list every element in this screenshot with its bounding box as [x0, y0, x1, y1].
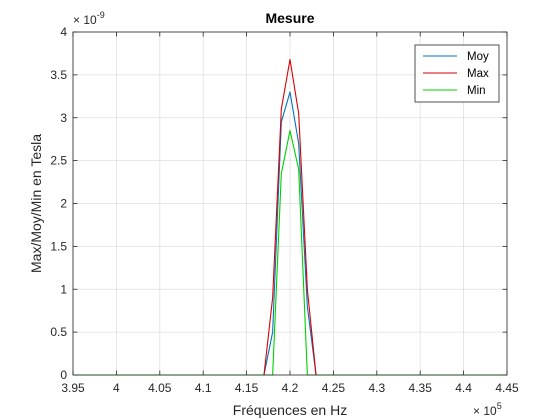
y-tick-label: 0 [60, 368, 67, 382]
legend: Moy Max Min [414, 44, 500, 103]
y-tick-label: 2.5 [50, 154, 67, 168]
y-tick-label: 4 [60, 25, 67, 39]
x-tick-label: 4.45 [495, 381, 519, 395]
y-exponent-base: × 10 [73, 13, 97, 27]
x-tick-label: 4.25 [322, 381, 346, 395]
legend-label-max: Max [467, 68, 489, 80]
legend-label-moy: Moy [467, 51, 489, 63]
y-axis-exponent: × 10-9 [73, 10, 105, 27]
x-tick-label: 4.15 [235, 381, 259, 395]
x-axis-exponent: × 105 [473, 401, 502, 418]
x-exponent-power: 5 [497, 401, 502, 411]
x-tick-label: 4.4 [455, 381, 472, 395]
x-tick-label: 4.05 [148, 381, 172, 395]
series-line-moy [73, 91, 507, 376]
legend-label-min: Min [467, 85, 486, 97]
y-axis-label: Max/Moy/Min en Tesla [28, 134, 44, 273]
x-exponent-base: × 10 [473, 404, 497, 418]
x-tick-label: 4.1 [195, 381, 212, 395]
y-tick-label: 2 [60, 197, 67, 211]
y-tick-label: 0.5 [50, 325, 67, 339]
ticks [72, 31, 508, 376]
y-tick-label: 3 [60, 111, 67, 125]
x-tick-label: 4.2 [282, 381, 299, 395]
y-tick-labels: 0 0.5 1 1.5 2 2.5 3 3.5 4 [50, 25, 67, 382]
chart-title: Mesure [265, 10, 314, 26]
x-tick-label: 3.95 [61, 381, 85, 395]
y-exponent-power: -9 [97, 10, 105, 20]
x-tick-label: 4.3 [368, 381, 385, 395]
x-tick-label: 4 [113, 381, 120, 395]
x-axis-label: Fréquences en Hz [233, 402, 347, 418]
y-tick-label: 3.5 [50, 68, 67, 82]
y-tick-label: 1 [60, 282, 67, 296]
x-tick-labels: 3.95 4 4.05 4.1 4.15 4.2 4.25 4.3 4.35 4.4 4.45 [61, 381, 519, 395]
y-tick-label: 1.5 [50, 239, 67, 253]
x-tick-label: 4.35 [409, 381, 433, 395]
series-line-max [73, 58, 507, 376]
